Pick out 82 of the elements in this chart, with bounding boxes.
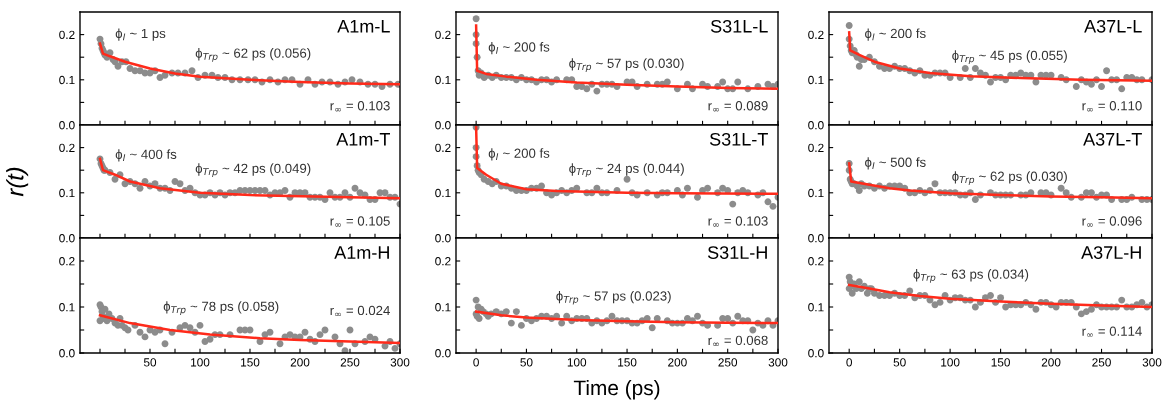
annotation: ϕ$_{I}$ ~ 200 fs	[488, 41, 550, 55]
annotation: r$_{∞}$ = 0.096	[1082, 216, 1142, 227]
annotation: ϕ$_{I}$ ~ 500 fs	[865, 157, 926, 170]
chart-title: S31L-H	[707, 246, 767, 259]
y-tick-label: 0.1	[808, 188, 824, 198]
x-tick-label: 300	[1142, 358, 1162, 367]
x-tick-label: 300	[768, 358, 788, 367]
annotation: ϕ$_{Trp}$ ~ 78 ps (0.058)	[163, 301, 279, 315]
y-tick-label: 0.2	[808, 257, 824, 266]
x-tick-label: 50	[520, 358, 533, 367]
annotation: ϕ$_{I}$ ~ 200 fs	[488, 148, 550, 161]
x-tick-label: 100	[941, 358, 960, 367]
x-axis-title: Time (ps)	[573, 379, 660, 400]
chart-title: A1m-L	[337, 20, 390, 33]
y-tick-label: 0.0	[808, 234, 824, 243]
annotation: ϕ$_{Trp}$ ~ 62 ps (0.056)	[195, 48, 311, 62]
chart-title: S31L-L	[710, 19, 768, 33]
annotation: r$_{∞}$ = 0.089	[708, 101, 768, 112]
y-tick-label: 0.2	[808, 30, 824, 39]
y-tick-label: 0.1	[435, 188, 451, 198]
x-tick-label: 150	[618, 358, 637, 367]
y-tick-label: 0.2	[59, 257, 75, 266]
annotation: r$_{∞}$ = 0.114	[1082, 326, 1142, 337]
y-tick-label: 0.1	[808, 75, 824, 85]
annotation: ϕ$_{Trp}$ ~ 63 ps (0.034)	[913, 269, 1029, 283]
y-tick-label: 0.0	[59, 349, 75, 358]
x-tick-label: 50	[893, 358, 906, 367]
annotation: r$_{∞}$ = 0.103	[330, 101, 390, 112]
x-tick-label: 100	[191, 358, 210, 367]
annotation: r$_{∞}$ = 0.110	[1082, 101, 1142, 112]
x-tick-label: 100	[567, 358, 587, 367]
chart-title: A1m-T	[336, 133, 390, 146]
y-tick-label: 0.1	[435, 303, 451, 312]
annotation: r$_{∞}$ = 0.024	[330, 305, 390, 317]
annotation: r$_{∞}$ = 0.068	[708, 335, 768, 347]
x-tick-label: 50	[143, 358, 157, 367]
x-tick-label: 150	[241, 358, 260, 367]
annotation: ϕ$_{Trp}$ ~ 42 ps (0.049)	[195, 163, 311, 177]
chart-title: A37L-L	[1084, 19, 1142, 33]
chart-title: A1m-H	[334, 246, 389, 259]
y-tick-label: 0.2	[59, 143, 75, 152]
annotation: r$_{∞}$ = 0.103	[708, 216, 768, 227]
y-tick-label: 0.2	[59, 30, 75, 39]
y-axis-title: r(t)	[6, 167, 29, 197]
annotation: ϕ$_{Trp}$ ~ 57 ps (0.023)	[556, 290, 671, 305]
x-tick-label: 200	[290, 358, 310, 367]
y-tick-label: 0.0	[435, 349, 451, 358]
y-tick-label: 0.0	[59, 121, 75, 130]
annotation: ϕ$_{I}$ ~ 200 fs	[865, 28, 926, 41]
annotation: r$_{∞}$ = 0.105	[330, 216, 390, 227]
chart-title: A37L-T	[1083, 132, 1142, 146]
y-tick-label: 0.0	[435, 121, 451, 130]
x-tick-label: 250	[718, 358, 738, 367]
annotation: ϕ$_{Trp}$ ~ 24 ps (0.044)	[569, 163, 684, 177]
y-tick-label: 0.1	[59, 188, 75, 198]
y-tick-label: 0.1	[435, 75, 451, 85]
annotation: ϕ$_{I}$ ~ 1 ps	[115, 28, 166, 41]
y-tick-label: 0.0	[808, 349, 824, 358]
x-tick-label: 0	[846, 358, 853, 367]
y-tick-label: 0.2	[435, 257, 451, 266]
y-tick-label: 0.2	[435, 30, 451, 39]
x-tick-label: 150	[991, 358, 1010, 367]
y-tick-label: 0.2	[435, 143, 451, 152]
x-tick-label: 200	[668, 358, 687, 367]
annotation: ϕ$_{Trp}$ ~ 45 ps (0.055)	[952, 50, 1067, 64]
y-tick-label: 0.1	[59, 303, 75, 312]
y-tick-label: 0.0	[808, 121, 824, 130]
y-tick-label: 0.1	[59, 75, 75, 85]
x-tick-label: 250	[1092, 358, 1111, 367]
y-tick-label: 0.0	[435, 234, 451, 243]
x-tick-label: 200	[1041, 358, 1061, 367]
annotation: ϕ$_{I}$ ~ 400 fs	[115, 149, 177, 162]
x-tick-label: 300	[390, 358, 410, 367]
annotation: ϕ$_{Trp}$ ~ 57 ps (0.030)	[569, 58, 684, 72]
chart-title: A37L-H	[1081, 246, 1141, 259]
x-tick-label: 250	[340, 358, 360, 367]
x-tick-label: 0	[473, 358, 479, 367]
y-tick-label: 0.0	[59, 234, 75, 243]
y-tick-label: 0.2	[808, 143, 824, 152]
y-tick-label: 0.1	[808, 303, 824, 312]
chart-title: S31L-T	[709, 132, 768, 146]
annotation: ϕ$_{Trp}$ ~ 62 ps (0.030)	[952, 171, 1067, 185]
